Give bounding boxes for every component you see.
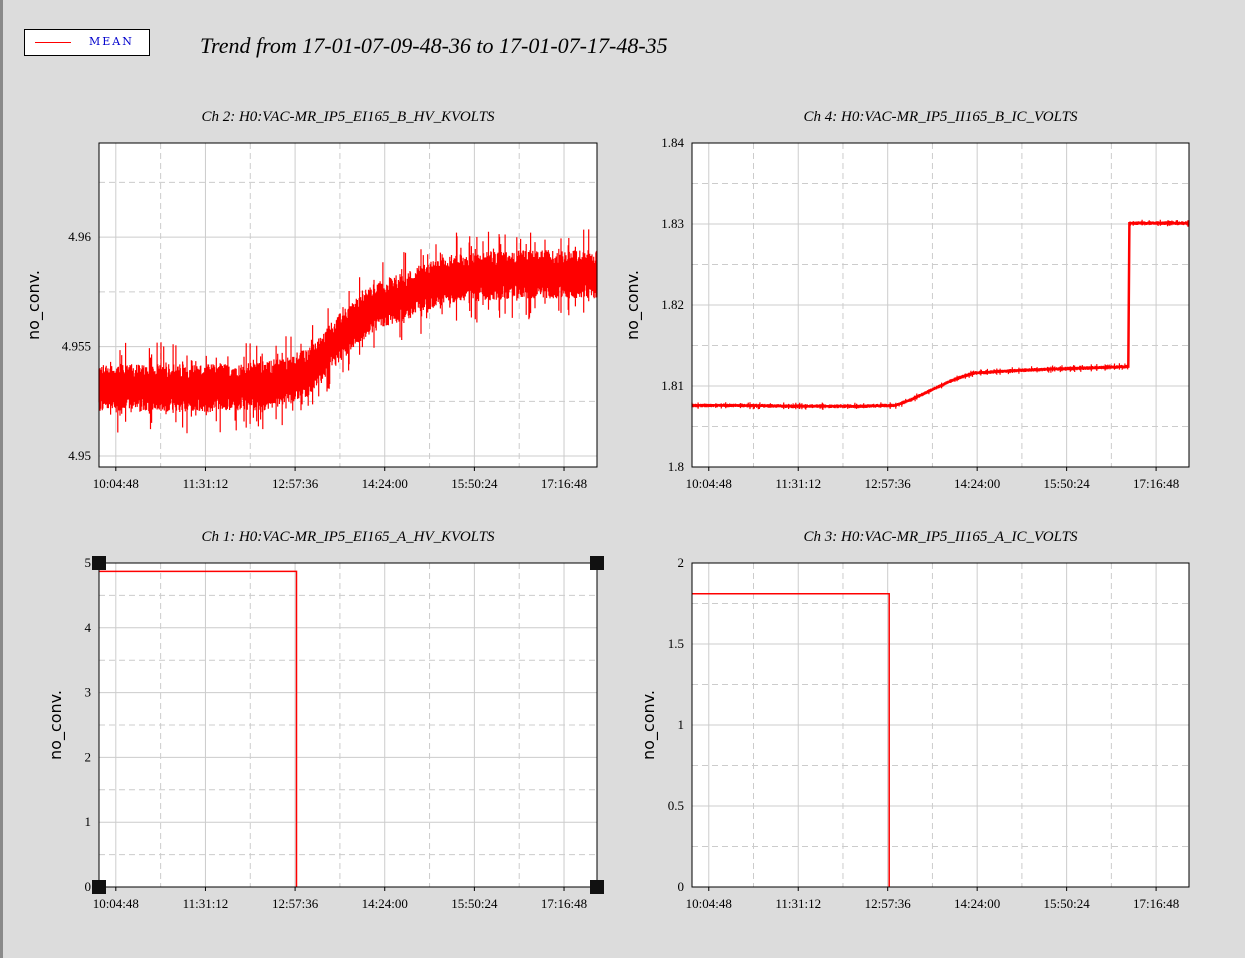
x-tick-label: 17:16:48 <box>541 896 587 911</box>
chart-title: Ch 2: H0:VAC-MR_IP5_EI165_B_HV_KVOLTS <box>201 109 495 125</box>
x-tick-label: 17:16:48 <box>1133 896 1179 911</box>
window-left-border <box>0 0 3 958</box>
selection-handle <box>590 880 604 894</box>
y-tick-label: 4.96 <box>68 229 91 244</box>
y-tick-label: 1.84 <box>661 135 684 150</box>
x-tick-label: 11:31:12 <box>183 476 229 491</box>
y-tick-label: 4.95 <box>68 448 91 463</box>
selection-handle <box>590 556 604 570</box>
x-tick-label: 14:24:00 <box>954 476 1000 491</box>
y-tick-label: 1 <box>85 814 92 829</box>
x-tick-label: 11:31:12 <box>775 896 821 911</box>
plot-area <box>99 143 597 467</box>
x-tick-label: 15:50:24 <box>451 476 498 491</box>
y-tick-label: 1.81 <box>661 378 684 393</box>
x-tick-label: 10:04:48 <box>93 476 139 491</box>
x-tick-label: 17:16:48 <box>541 476 587 491</box>
series-line <box>99 570 298 887</box>
y-tick-label: 1.8 <box>668 459 684 474</box>
plot-frame <box>691 562 1190 888</box>
y-tick-label: 0.5 <box>668 798 684 813</box>
selection-handle <box>92 556 106 570</box>
x-tick-label: 14:24:00 <box>362 896 408 911</box>
y-tick-label: 1.83 <box>661 216 684 231</box>
x-tick-label: 15:50:24 <box>1044 476 1091 491</box>
legend: MEAN <box>24 29 150 56</box>
y-tick-label: 2 <box>85 749 92 764</box>
chart-ch3: 10:04:48 11:31:12 12:57:36 14:24:00 15:50:24… <box>639 529 1190 911</box>
y-axis-label: no_conv. <box>639 690 659 760</box>
y-tick-label: 1.82 <box>661 297 684 312</box>
plot-frame <box>98 562 598 888</box>
x-tick-label: 14:24:00 <box>954 896 1000 911</box>
x-tick-label: 15:50:24 <box>1044 896 1091 911</box>
chart-ch2: 10:04:48 11:31:12 12:57:36 14:24:00 15:50:24… <box>24 109 598 491</box>
y-tick-label: 0 <box>85 879 92 894</box>
series-line <box>692 221 1189 408</box>
y-axis-label: no_conv. <box>623 270 643 340</box>
x-tick-label: 15:50:24 <box>451 896 498 911</box>
plot-frame <box>98 142 598 468</box>
x-tick-label: 12:57:36 <box>865 476 912 491</box>
chart-title: Ch 4: H0:VAC-MR_IP5_II165_B_IC_VOLTS <box>804 109 1078 125</box>
chart-title: Ch 3: H0:VAC-MR_IP5_II165_A_IC_VOLTS <box>804 529 1078 545</box>
series-line <box>692 593 890 887</box>
y-tick-label: 4 <box>85 620 92 635</box>
plot-frame <box>691 142 1190 468</box>
series-line <box>99 273 597 390</box>
x-tick-label: 12:57:36 <box>272 476 319 491</box>
x-tick-label: 17:16:48 <box>1133 476 1179 491</box>
x-tick-label: 11:31:12 <box>775 476 821 491</box>
trend-title: Trend from 17-01-07-09-48-36 to 17-01-07… <box>200 33 668 58</box>
x-tick-label: 10:04:48 <box>686 896 732 911</box>
y-tick-label: 3 <box>85 685 92 700</box>
legend-label: MEAN <box>89 35 134 48</box>
y-axis-label: no_conv. <box>24 270 44 340</box>
chart-ch1: 10:04:48 11:31:12 12:57:36 14:24:00 15:50:24… <box>46 529 604 911</box>
y-tick-label: 0 <box>678 879 685 894</box>
chart-ch4: 10:04:48 11:31:12 12:57:36 14:24:00 15:50:24… <box>623 109 1190 491</box>
selection-handle <box>92 880 106 894</box>
legend-swatch <box>35 42 71 43</box>
x-tick-label: 14:24:00 <box>362 476 408 491</box>
y-tick-label: 1 <box>678 717 685 732</box>
chart-title: Ch 1: H0:VAC-MR_IP5_EI165_A_HV_KVOLTS <box>201 529 495 545</box>
x-tick-label: 12:57:36 <box>865 896 912 911</box>
y-tick-label: 5 <box>85 555 92 570</box>
x-tick-label: 10:04:48 <box>93 896 139 911</box>
y-tick-label: 4.955 <box>62 339 91 354</box>
x-tick-label: 11:31:12 <box>183 896 229 911</box>
y-tick-label: 1.5 <box>668 636 684 651</box>
y-axis-label: no_conv. <box>46 690 66 760</box>
y-tick-label: 2 <box>678 555 685 570</box>
x-tick-label: 10:04:48 <box>686 476 732 491</box>
x-tick-label: 12:57:36 <box>272 896 319 911</box>
